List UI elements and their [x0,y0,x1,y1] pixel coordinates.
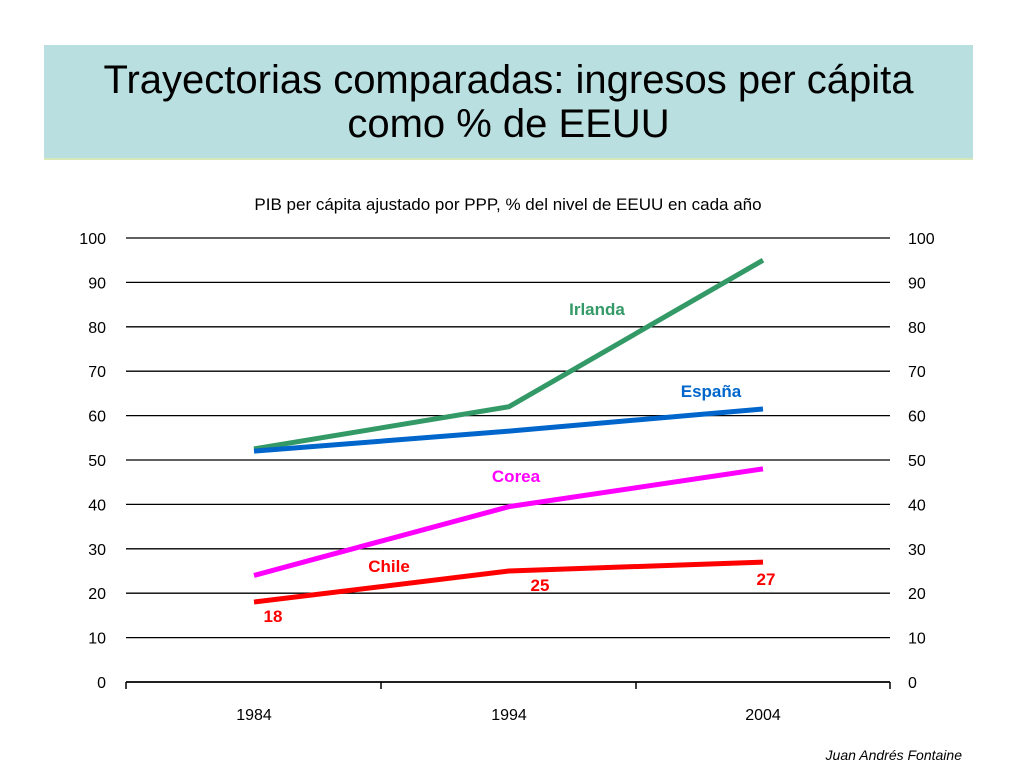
series-label: Chile [368,557,410,576]
y-tick-label-right: 100 [908,231,935,248]
y-tick-label-right: 60 [908,409,926,426]
y-tick-label-right: 20 [908,586,926,603]
title-banner: Trayectorias comparadas: ingresos per cá… [44,45,973,160]
y-tick-label-left: 90 [88,275,106,292]
series-label: Irlanda [569,300,625,319]
y-tick-label-left: 0 [97,675,106,692]
series-label: Corea [492,467,541,486]
data-label: 27 [757,570,776,589]
y-tick-label-right: 90 [908,275,926,292]
y-tick-label-left: 30 [88,542,106,559]
y-tick-label-right: 80 [908,320,926,337]
data-label: 25 [531,576,550,595]
y-tick-label-left: 70 [88,364,106,381]
y-tick-label-right: 70 [908,364,926,381]
y-tick-label-left: 100 [79,231,106,248]
x-tick-label: 2004 [745,707,781,724]
y-tick-label-right: 30 [908,542,926,559]
y-tick-label-right: 0 [908,675,917,692]
series-line-españa [253,406,764,454]
series-line-chile [253,559,764,605]
y-tick-label-left: 20 [88,586,106,603]
slide-title: Trayectorias comparadas: ingresos per cá… [103,57,914,146]
y-tick-label-left: 10 [88,631,106,648]
y-tick-label-left: 60 [88,409,106,426]
y-tick-label-left: 80 [88,320,106,337]
y-tick-label-right: 40 [908,497,926,514]
y-tick-label-right: 10 [908,631,926,648]
y-tick-label-right: 50 [908,453,926,470]
series-label: España [681,382,742,401]
chart-title: PIB per cápita ajustado por PPP, % del n… [254,195,761,214]
series-line-corea [253,466,764,578]
y-tick-label-left: 40 [88,497,106,514]
author-credit: Juan Andrés Fontaine [825,747,962,763]
x-tick-label: 1984 [236,707,272,724]
data-label: 18 [264,607,283,626]
series-line-irlanda [253,258,765,452]
y-tick-label-left: 50 [88,453,106,470]
x-tick-label: 1994 [491,707,527,724]
